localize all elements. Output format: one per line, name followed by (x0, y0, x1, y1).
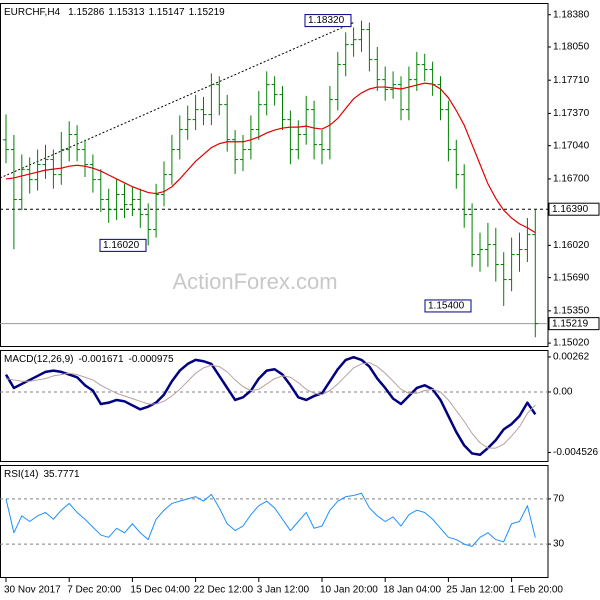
y-tick-label: 1.17710 (553, 75, 590, 86)
panel-title: RSI(14) 35.7771 (4, 469, 80, 480)
quote-value: 1.15313 (108, 7, 145, 18)
series-line (5, 492, 536, 547)
x-tick-label: 7 Dec 20:00 (67, 585, 121, 596)
x-tick-label: 22 Dec 12:00 (194, 585, 254, 596)
y-tick-label: 1.15350 (553, 305, 590, 316)
y-tick-label: 70 (553, 494, 565, 505)
quote-value: 1.15147 (148, 7, 185, 18)
panel-border (0, 350, 549, 462)
panel-title-name: RSI(14) (4, 469, 38, 480)
y-tick-label: -0.004526 (553, 447, 598, 458)
x-tick-label: 3 Jan 12:00 (257, 585, 310, 596)
trend-line (0, 21, 356, 179)
x-tick-label: 15 Dec 04:00 (130, 585, 190, 596)
level-label: 1.16390 (552, 204, 589, 215)
quote-value: 1.15219 (189, 7, 226, 18)
indicator-value: -0.001671 (78, 354, 123, 365)
y-tick-label: 0.00262 (553, 352, 590, 363)
annotation-box (424, 299, 472, 313)
y-tick-label: 1.16700 (553, 174, 590, 185)
last-price-label: 1.15219 (552, 318, 589, 329)
series-line (5, 362, 536, 449)
annotation-label: 1.16020 (103, 240, 140, 251)
panel-title: EURCHF,H4 1.15286 1.15313 1.15147 1.15219 (4, 7, 225, 18)
y-tick-label: 30 (553, 539, 565, 550)
panel-border (0, 465, 549, 578)
quote-value: 1.15286 (68, 7, 105, 18)
panel-title-name: EURCHF,H4 (4, 7, 61, 18)
watermark: ActionForex.com (172, 269, 337, 294)
y-tick-label: 1.15020 (553, 338, 590, 349)
y-tick-label: 1.16020 (553, 240, 590, 251)
moving-average (5, 82, 536, 234)
x-tick-label: 25 Jan 12:00 (446, 585, 504, 596)
y-tick-label: 1.17040 (553, 140, 590, 151)
y-tick-label: 1.18380 (553, 9, 590, 20)
panel-border (0, 3, 549, 347)
annotation-box (304, 14, 352, 28)
panel-title-name: MACD(12,26,9) (4, 354, 73, 365)
y-tick-label: 1.15690 (553, 272, 590, 283)
level-label-box (548, 202, 600, 216)
annotation-label: 1.15400 (428, 301, 465, 312)
indicator-value: 35.7771 (43, 469, 80, 480)
y-tick-label: 1.17370 (553, 108, 590, 119)
y-tick-label: 0.00 (553, 387, 573, 398)
panel-title: MACD(12,26,9) -0.001671 -0.000975 (4, 354, 174, 365)
annotation-label: 1.18320 (308, 15, 345, 26)
x-tick-label: 10 Jan 20:00 (320, 585, 378, 596)
x-tick-label: 1 Feb 20:00 (510, 585, 564, 596)
indicator-value: -0.000975 (129, 354, 174, 365)
series-line (4, 355, 537, 457)
y-tick-label: 1.18050 (553, 42, 590, 53)
last-price-label-box (548, 317, 600, 331)
x-tick-label: 30 Nov 2017 (4, 585, 61, 596)
x-tick-label: 18 Jan 04:00 (383, 585, 441, 596)
annotation-box (99, 238, 147, 252)
